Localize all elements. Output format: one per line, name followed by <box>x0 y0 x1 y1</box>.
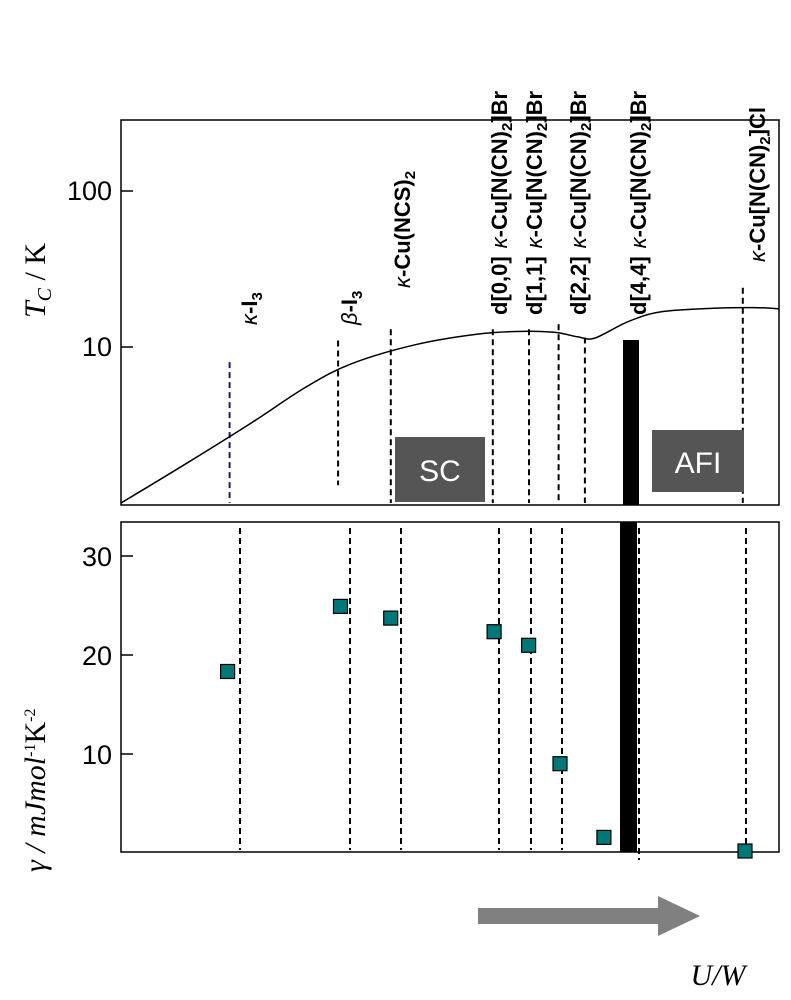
tc-curve <box>120 306 780 504</box>
bottom-plot-frame <box>120 521 780 853</box>
gamma-point-5 <box>552 756 568 772</box>
afi-region-label: AFI <box>675 447 722 480</box>
bottom-ytick-10-label: 10 <box>82 740 112 770</box>
bottom-ytick-20-label: 20 <box>82 641 112 671</box>
top-ytick-10-label: 10 <box>82 332 112 362</box>
gamma-point-0 <box>220 663 236 680</box>
label-kI3: κ-I3 <box>237 292 266 325</box>
sc-region-label: SC <box>419 455 461 488</box>
gamma-point-1 <box>332 598 349 615</box>
increase-arrow <box>478 896 700 936</box>
gamma-point-7 <box>737 843 753 859</box>
label-bI3: β-I3 <box>337 291 366 326</box>
top-phase-boundary-bar <box>623 340 639 505</box>
gamma-point-6 <box>596 829 612 846</box>
bottom-y-axis-label: γ / mJmol-1K-2 <box>19 709 52 872</box>
gamma-point-3 <box>486 624 502 640</box>
x-axis-label: U/W <box>691 959 749 992</box>
sc-region-box: SC <box>395 437 485 502</box>
bottom-phase-boundary-bar <box>620 522 637 852</box>
gamma-point-2 <box>383 610 399 626</box>
label-kCl: κ-Cu[N(CN)2]Cl <box>745 107 774 262</box>
label-d00: d[0,0]κ-Cu[N(CN)2]Br <box>487 90 516 315</box>
gamma-point-4 <box>520 637 537 653</box>
label-d44: d[4,4]κ-Cu[N(CN)2]Br <box>626 90 655 315</box>
top-curve-group <box>120 306 780 504</box>
bottom-ytick-30-label: 30 <box>82 542 112 572</box>
label-kNCS: κ-Cu(NCS)2 <box>390 171 419 288</box>
top-plot-frame <box>120 119 780 506</box>
top-guide-lines <box>228 287 744 503</box>
bottom-scatter-points <box>220 598 753 859</box>
top-ytick-100-label: 100 <box>67 176 112 206</box>
top-y-axis-label: TC / K <box>19 243 56 318</box>
label-d11: d[1,1]κ-Cu[N(CN)2]Br <box>522 90 551 315</box>
afi-region-box: AFI <box>652 430 744 492</box>
label-d22: d[2,2]κ-Cu[N(CN)2]Br <box>566 90 595 315</box>
